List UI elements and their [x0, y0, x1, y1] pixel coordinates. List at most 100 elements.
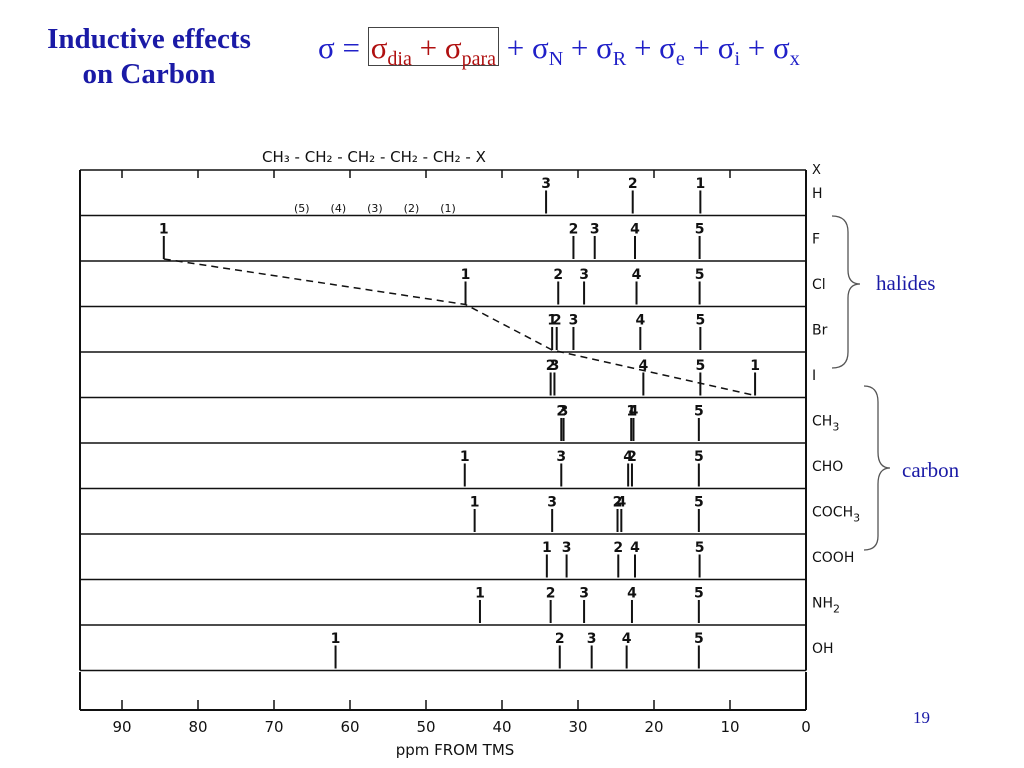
- peak-label: 5: [695, 358, 705, 374]
- peak-label: 4: [635, 313, 645, 329]
- x-tick-label: 80: [188, 718, 207, 736]
- column-header: X: [812, 163, 821, 178]
- peak-label: 3: [569, 313, 579, 329]
- halides-brace: [831, 215, 861, 369]
- peak-label: 4: [630, 540, 640, 556]
- x-axis-label: ppm FROM TMS: [396, 741, 515, 759]
- peak-label: 2: [546, 358, 556, 374]
- subscript-i: i: [734, 48, 741, 71]
- peak-label: 2: [546, 586, 556, 602]
- title-line-1: Inductive effects: [47, 23, 251, 55]
- peak-label: 3: [590, 222, 600, 238]
- peak-label: 3: [579, 267, 589, 283]
- peak-label: 1: [750, 358, 760, 374]
- plus-sign: +: [570, 30, 589, 65]
- subscript-n: N: [548, 48, 564, 71]
- row-label-f: F: [812, 232, 820, 248]
- peak-label: 1: [159, 222, 169, 238]
- row-label-ch3: CH3: [812, 414, 839, 434]
- row-label-cooh: COOH: [812, 550, 854, 566]
- peak-label: 3: [541, 176, 551, 192]
- peak-label: 4: [623, 449, 633, 465]
- row-label-coch3: COCH3: [812, 505, 860, 525]
- sigma-symbol: σ: [531, 30, 549, 65]
- x-tick-label: 50: [416, 718, 435, 736]
- title-line-2: on Carbon: [82, 57, 216, 90]
- peak-label: 2: [556, 404, 566, 420]
- chain-formula: CH₃ - CH₂ - CH₂ - CH₂ - CH₂ - X: [262, 148, 486, 166]
- subscript-r: R: [612, 48, 627, 71]
- x-tick-label: 20: [644, 718, 663, 736]
- subscript-dia: dia: [387, 48, 412, 71]
- peak-label: 4: [622, 631, 632, 647]
- peak-label: 5: [695, 540, 705, 556]
- peak-label: 1: [331, 631, 341, 647]
- subscript-x: x: [789, 48, 800, 71]
- peak-label: 4: [632, 267, 642, 283]
- peak-label: 5: [695, 267, 705, 283]
- peak-label: 2: [613, 495, 623, 511]
- peak-label: 4: [627, 586, 637, 602]
- peak-label: 2: [553, 267, 563, 283]
- row-label-oh: OH: [812, 641, 834, 657]
- carbon-brace: [863, 385, 891, 551]
- page-number: 19: [913, 708, 930, 727]
- sigma-symbol: σ: [318, 30, 335, 65]
- peak-label: 5: [694, 631, 704, 647]
- peak-label: 2: [555, 631, 565, 647]
- shielding-equation: σ = σdia + σpara + σN + σR + σe + σi + σ…: [318, 27, 800, 71]
- peak-label: 1: [470, 495, 480, 511]
- peak-label: 3: [587, 631, 597, 647]
- row-label-br: Br: [812, 323, 828, 339]
- x-tick-label: 90: [112, 718, 131, 736]
- highlighted-terms: σdia + σpara: [367, 27, 499, 70]
- chain-positions: (5) (4) (3) (2) (1): [294, 202, 456, 215]
- peak-label: 3: [556, 449, 566, 465]
- peak-label: 5: [694, 404, 704, 420]
- peak-label: 3: [547, 495, 557, 511]
- plus-sign: +: [747, 30, 766, 65]
- x-tick-label: 0: [801, 718, 811, 736]
- row-label-nh2: NH2: [812, 596, 840, 616]
- peak-label: 1: [547, 313, 557, 329]
- peak-label: 5: [694, 449, 704, 465]
- peak-label: 1: [461, 267, 471, 283]
- row-label-h: H: [812, 186, 823, 202]
- peak-label: 3: [559, 404, 569, 420]
- peak-label: 1: [542, 540, 552, 556]
- peak-label: 1: [460, 449, 470, 465]
- subscript-para: para: [461, 48, 496, 71]
- sigma-symbol: σ: [659, 30, 676, 65]
- peak-label: 4: [638, 358, 648, 374]
- row-label-cho: CHO: [812, 459, 843, 475]
- x-tick-label: 60: [340, 718, 359, 736]
- peak-label: 5: [695, 222, 705, 238]
- x-tick-label: 30: [568, 718, 587, 736]
- peak-label: 4: [616, 495, 626, 511]
- sigma-symbol: σ: [444, 30, 462, 65]
- peak-label: 1: [695, 176, 705, 192]
- halide-trend-line: [163, 258, 756, 397]
- peak-label: 5: [694, 495, 704, 511]
- peak-label: 2: [552, 313, 562, 329]
- sigma-symbol: σ: [370, 30, 388, 65]
- peak-label: 4: [629, 404, 639, 420]
- alkyl-chain-diagram: CH₃ - CH₂ - CH₂ - CH₂ - CH₂ - X (5) (4) …: [262, 112, 486, 233]
- slide-title: Inductive effects on Carbon: [18, 22, 280, 92]
- x-tick-label: 70: [264, 718, 283, 736]
- peak-label: 2: [569, 222, 579, 238]
- plus-sign: +: [633, 30, 652, 65]
- carbon-label: carbon: [902, 458, 960, 482]
- peak-label: 2: [628, 176, 638, 192]
- sigma-symbol: σ: [717, 30, 735, 65]
- peak-label: 5: [695, 313, 705, 329]
- subscript-e: e: [675, 48, 685, 71]
- peak-label: 3: [579, 586, 589, 602]
- x-tick-label: 10: [720, 718, 739, 736]
- x-tick-label: 40: [492, 718, 511, 736]
- peak-label: 2: [613, 540, 623, 556]
- plus-sign: +: [692, 30, 711, 65]
- sigma-symbol: σ: [773, 30, 790, 65]
- peak-label: 2: [627, 449, 637, 465]
